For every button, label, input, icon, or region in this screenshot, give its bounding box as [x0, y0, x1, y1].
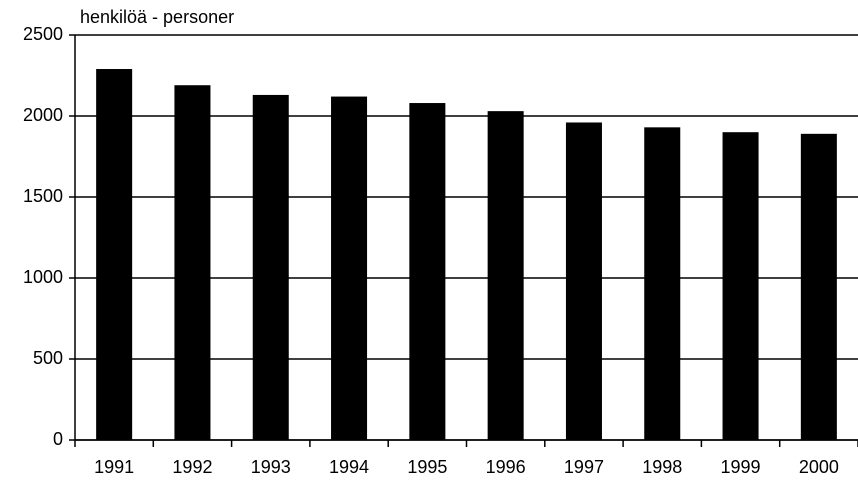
- y-tick-label: 1500: [23, 186, 63, 206]
- y-tick-label: 1000: [23, 267, 63, 287]
- bar: [487, 111, 524, 440]
- bar: [800, 133, 837, 440]
- x-tick-label: 2000: [799, 457, 839, 477]
- y-tick-label: 2500: [23, 24, 63, 44]
- x-tick-label: 1992: [172, 457, 212, 477]
- x-tick-label: 1998: [642, 457, 682, 477]
- y-axis-title: henkilöä - personer: [80, 7, 234, 27]
- bar: [565, 122, 602, 440]
- bar: [174, 85, 211, 440]
- x-tick-label: 1991: [94, 457, 134, 477]
- x-tick-label: 1996: [486, 457, 526, 477]
- bar: [252, 94, 289, 440]
- y-tick-label: 0: [53, 429, 63, 449]
- x-tick-label: 1999: [721, 457, 761, 477]
- bar: [644, 127, 681, 440]
- bar: [409, 103, 446, 440]
- bar: [722, 132, 759, 440]
- x-tick-label: 1993: [251, 457, 291, 477]
- x-tick-label: 1994: [329, 457, 369, 477]
- y-tick-label: 2000: [23, 105, 63, 125]
- y-tick-label: 500: [33, 348, 63, 368]
- x-tick-label: 1995: [407, 457, 447, 477]
- bar: [96, 69, 133, 441]
- bar: [331, 96, 368, 440]
- x-tick-label: 1997: [564, 457, 604, 477]
